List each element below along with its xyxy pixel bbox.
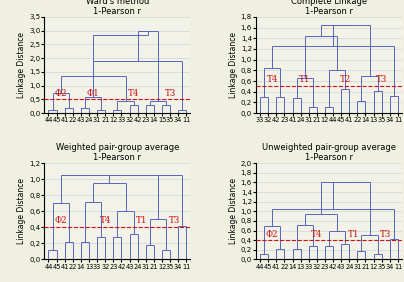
Text: Φ2: Φ2 (55, 89, 67, 98)
Text: Τ4: Τ4 (311, 230, 322, 239)
Title: Ward's method
1-Pearson r: Ward's method 1-Pearson r (86, 0, 149, 16)
Title: Weighted pair-group average
1-Pearson r: Weighted pair-group average 1-Pearson r (56, 143, 179, 162)
Y-axis label: Linkage Distance: Linkage Distance (17, 32, 26, 98)
Text: Φ1: Φ1 (87, 89, 99, 98)
Text: Τ4: Τ4 (128, 89, 139, 98)
Text: Τ3: Τ3 (168, 216, 180, 225)
Y-axis label: Linkage Distance: Linkage Distance (17, 178, 26, 244)
Text: Τ3: Τ3 (380, 230, 391, 239)
Y-axis label: Linkage Distance: Linkage Distance (229, 178, 238, 244)
Text: Τ1: Τ1 (299, 75, 310, 84)
Text: Τ1: Τ1 (136, 216, 147, 225)
Text: Τ4: Τ4 (99, 216, 111, 225)
Title: Unweighted pair-group average
1-Pearson r: Unweighted pair-group average 1-Pearson … (262, 143, 396, 162)
Text: Τ3: Τ3 (376, 75, 387, 84)
Text: Φ2: Φ2 (55, 216, 67, 225)
Text: Τ2: Τ2 (339, 75, 351, 84)
Text: Φ2: Φ2 (266, 230, 279, 239)
Title: Complete Linkage
1-Pearson r: Complete Linkage 1-Pearson r (291, 0, 367, 16)
Text: Τ1: Τ1 (347, 230, 359, 239)
Text: Τ3: Τ3 (164, 89, 176, 98)
Y-axis label: Linkage Distance: Linkage Distance (229, 32, 238, 98)
Text: Τ4: Τ4 (267, 75, 278, 84)
